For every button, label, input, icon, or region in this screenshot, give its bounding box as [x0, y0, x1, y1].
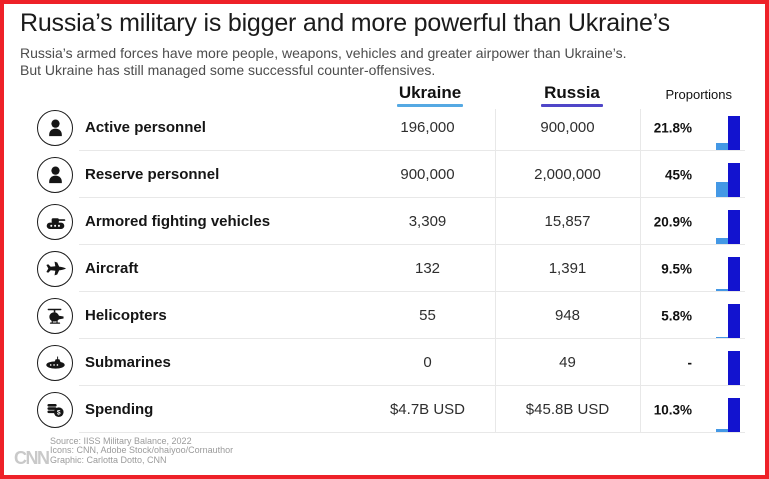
russia-underline [541, 104, 603, 107]
credits: Source: IISS Military Balance, 2022 Icon… [50, 436, 234, 465]
russia-value: 15,857 [544, 213, 591, 230]
soldier-icon [37, 156, 73, 193]
subtitle-line-1: Russia’s armed forces have more people, … [20, 45, 627, 61]
table-row-reserve-personnel: Reserve personnel 900,000 2,000,000 45% [37, 151, 745, 198]
coins-icon: $ [37, 391, 73, 428]
column-divider [495, 109, 496, 433]
soldier-icon [37, 109, 73, 146]
russia-value: 948 [554, 307, 581, 324]
russia-value: $45.8B USD [525, 401, 610, 418]
ukraine-value: $4.7B USD [389, 401, 466, 418]
subtitle-line-2: But Ukraine has still managed some succe… [20, 62, 436, 78]
proportion-value: 10.3% [653, 402, 692, 417]
russia-bar [728, 351, 740, 386]
ukraine-bar [716, 429, 728, 433]
helicopter-icon [37, 297, 73, 334]
source-credit: Source: IISS Military Balance, 2022 [50, 436, 192, 446]
proportion-value: 20.9% [653, 214, 692, 229]
proportion-value: 21.8% [653, 120, 692, 135]
proportion-cell: - [640, 339, 745, 386]
russia-bar [728, 257, 740, 292]
row-label: Aircraft [85, 260, 139, 277]
russia-bar [728, 210, 740, 245]
russia-value: 2,000,000 [534, 166, 601, 183]
ukraine-value: 132 [414, 260, 441, 277]
table-row-aircraft: Aircraft 132 1,391 9.5% [37, 245, 745, 292]
ukraine-bar [716, 237, 728, 245]
comparison-table: Active personnel 196,000 900,000 21.8% R… [37, 104, 745, 433]
russia-bar [728, 116, 740, 151]
russia-bar [728, 304, 740, 339]
row-label: Spending [85, 401, 154, 418]
ukraine-value: 55 [419, 307, 436, 324]
row-label: Armored fighting vehicles [85, 213, 271, 230]
proportion-bars [716, 398, 740, 433]
proportion-cell: 20.9% [640, 198, 745, 245]
row-label: Reserve personnel [85, 166, 220, 183]
icons-credit: Icons: CNN, Adobe Stock/ohaiyoo/Cornauth… [50, 445, 234, 456]
proportion-bars [716, 116, 740, 151]
table-row-spending: $ Spending $4.7B USD $45.8B USD 10.3% [37, 386, 745, 433]
proportion-bars [716, 163, 740, 198]
ukraine-value: 3,309 [408, 213, 447, 230]
ukraine-bar [716, 143, 728, 151]
proportion-bars [716, 304, 740, 339]
table-row-helicopters: Helicopters 55 948 5.8% [37, 292, 745, 339]
proportion-value: 5.8% [661, 308, 692, 323]
ukraine-underline [397, 104, 463, 107]
column-header-russia: Russia [544, 83, 600, 102]
russia-value: 900,000 [540, 119, 595, 136]
ukraine-value: 900,000 [400, 166, 455, 183]
russia-bar [728, 163, 740, 198]
column-divider [640, 109, 641, 433]
table-row-armored-vehicles: Armored fighting vehicles 3,309 15,857 2… [37, 198, 745, 245]
proportion-bars [716, 257, 740, 292]
proportion-bars [716, 210, 740, 245]
row-label: Active personnel [85, 119, 206, 136]
proportion-bars [716, 351, 740, 386]
proportion-cell: 10.3% [640, 386, 745, 433]
svg-text:$: $ [56, 409, 60, 416]
row-label: Submarines [85, 354, 171, 371]
column-header-proportions: Proportions [665, 87, 732, 102]
table-row-active-personnel: Active personnel 196,000 900,000 21.8% [37, 104, 745, 151]
submarine-icon [37, 344, 73, 381]
proportion-value: 45% [664, 167, 692, 182]
graphic-credit: Graphic: Carlotta Dotto, CNN [50, 454, 167, 465]
russia-value: 49 [559, 354, 576, 371]
ukraine-value: 196,000 [400, 119, 455, 136]
jet-icon [37, 250, 73, 287]
proportion-cell: 45% [640, 151, 745, 198]
proportion-value: 9.5% [661, 261, 692, 276]
ukraine-value: 0 [423, 354, 432, 371]
column-header-ukraine: Ukraine [398, 83, 462, 102]
proportion-cell: 21.8% [640, 104, 745, 151]
subtitle: Russia’s armed forces have more people, … [20, 45, 740, 79]
cnn-logo: CNN [14, 448, 50, 468]
table-row-submarines: Submarines 0 49 - [37, 339, 745, 386]
page-title: Russia’s military is bigger and more pow… [20, 9, 670, 37]
ukraine-bar [716, 182, 728, 198]
proportion-cell: 9.5% [640, 245, 745, 292]
proportion-cell: 5.8% [640, 292, 745, 339]
russia-bar [728, 398, 740, 433]
proportion-value: - [687, 355, 693, 370]
tank-icon [37, 203, 73, 240]
row-label: Helicopters [85, 307, 167, 324]
russia-value: 1,391 [548, 260, 587, 277]
